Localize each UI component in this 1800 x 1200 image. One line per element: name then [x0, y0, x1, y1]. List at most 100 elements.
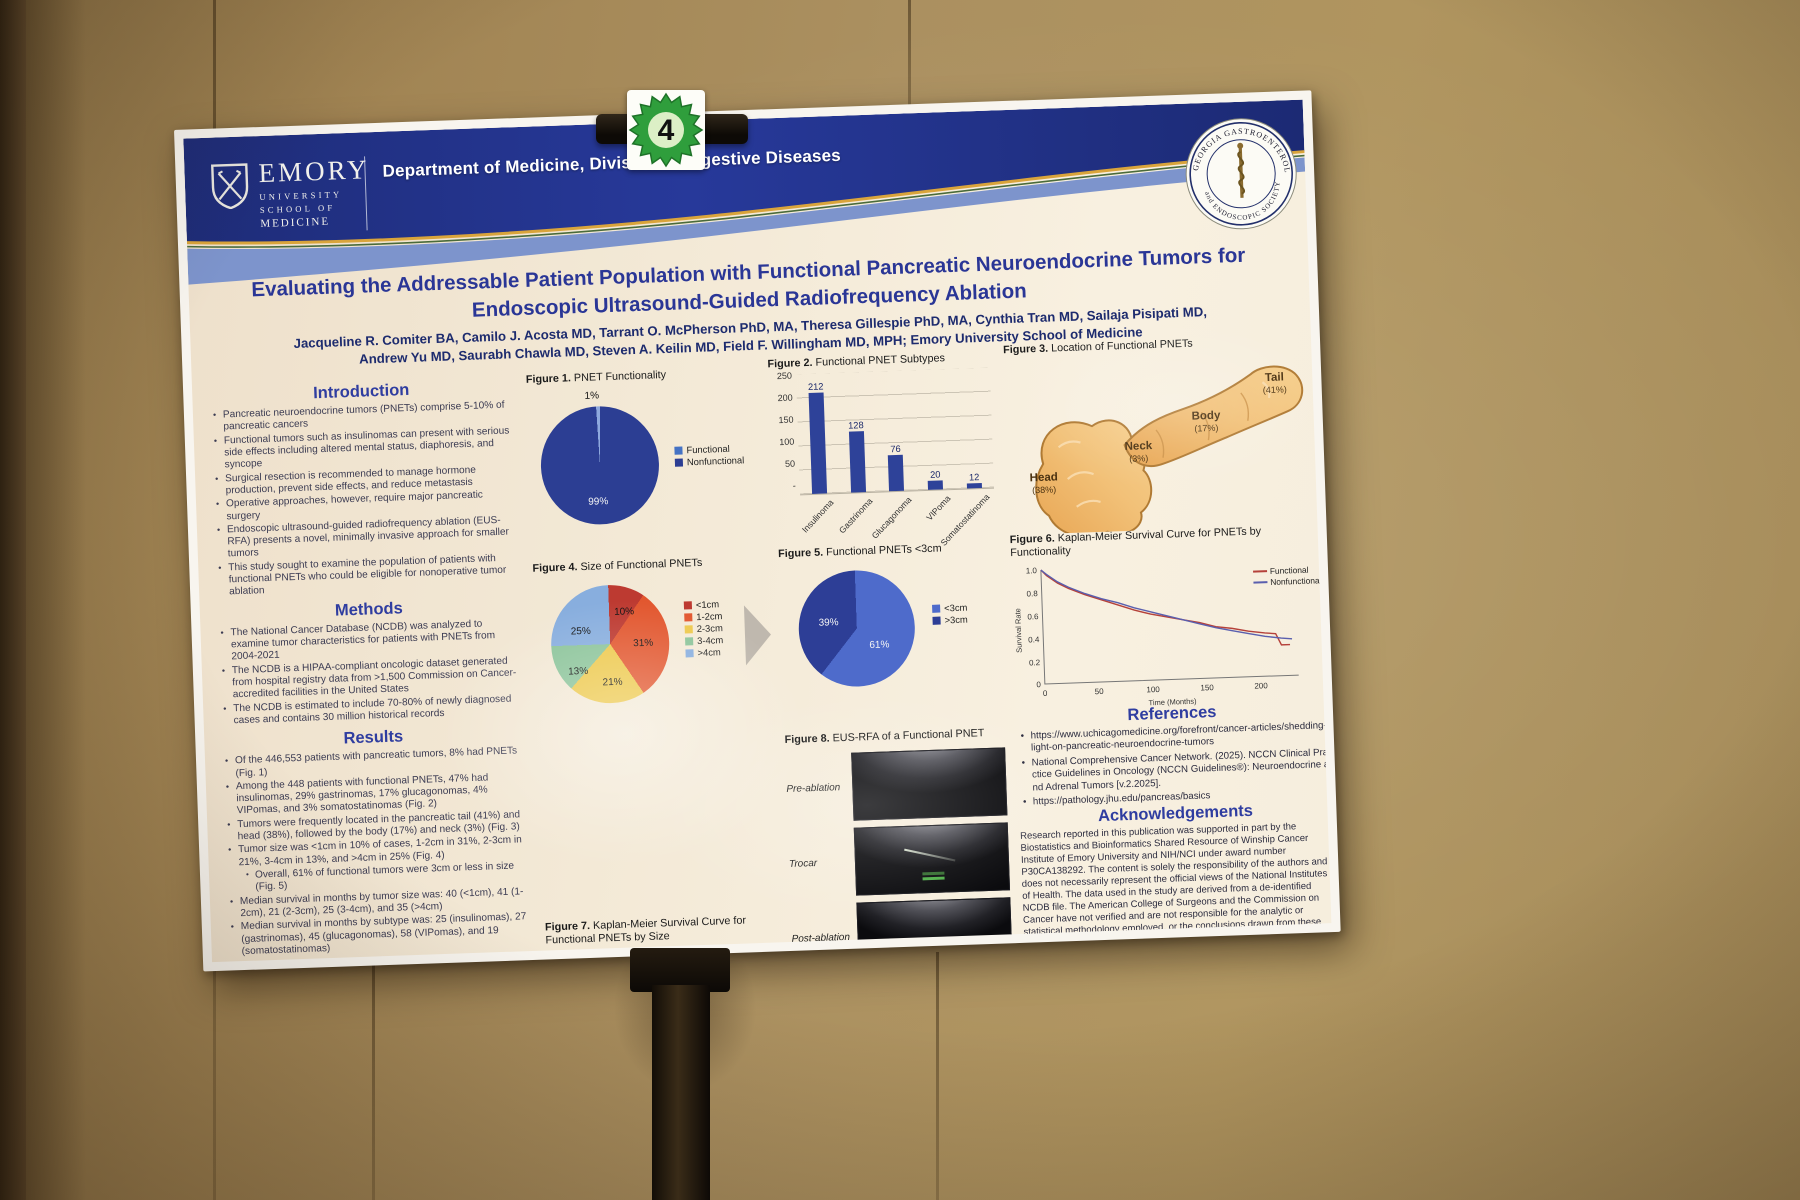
figure-3: Figure 3. Location of Functional PNETs [1002, 333, 1321, 539]
figure-2: Figure 2. Functional PNET Subtypes 250 2… [767, 350, 1009, 548]
legend-swatch [685, 649, 694, 658]
bar-vipoma [927, 480, 944, 491]
y-tick: 150 [778, 415, 794, 426]
x-category: VIPoma [924, 493, 953, 523]
legend-label: 2-3cm [696, 622, 723, 635]
figure-4-legend: <1cm 1-2cm 2-3cm 3-4cm >4cm [683, 598, 724, 660]
figure-4: Figure 4. Size of Functional PNETs 10% 3… [532, 555, 769, 716]
region-label-body: Body (17%) [1191, 406, 1221, 434]
society-seal: GEORGIA GASTROENTEROLOGIC and ENDOSCOPIC… [1181, 114, 1297, 230]
legend-swatch [932, 604, 941, 613]
figure-3-label: Figure 3. [1002, 342, 1049, 357]
legend-item: 2-3cm [684, 622, 723, 635]
starburst-icon: 4 [628, 92, 704, 168]
figure-4-label: Figure 4. [532, 561, 578, 575]
legend-label: >3cm [944, 614, 968, 626]
wall-seam [908, 0, 911, 140]
figure-2-caption-text: Functional PNET Subtypes [812, 352, 946, 369]
legend-label: >4cm [697, 646, 721, 659]
emory-sub2: SCHOOL OF [259, 202, 336, 216]
figure-7-caption-text: Kaplan-Meier Survival Curve for [589, 914, 747, 932]
figure-7-label: Figure 7. [544, 919, 591, 934]
pancreas-diagram: Head (38%) Neck (3%) Body (17%) Tail (41%) [1003, 347, 1321, 539]
km-chart-functionality: 1.0 0.8 0.6 0.4 0.2 0 0 50 100 150 200 T… [1013, 566, 1299, 707]
legend-line-nonfunctional [1253, 581, 1268, 584]
panel-label-trocar: Trocar [788, 857, 818, 870]
badge-number: 4 [658, 114, 675, 147]
panel-label-post-ablation: Post-ablation [791, 931, 851, 945]
y-tick: 0.4 [1028, 635, 1040, 644]
bar-group-gastrinoma: 128 [837, 372, 875, 494]
region-name: Tail [1264, 371, 1285, 385]
slice-label: 31% [633, 638, 654, 650]
region-pct: (17%) [1194, 422, 1219, 434]
legend-label: Functional [686, 443, 730, 456]
reference-list: https://www.uchicagomedicine.org/forefro… [1016, 720, 1331, 809]
panel-label-pre-ablation: Pre-ablation [786, 782, 841, 796]
region-label-tail: Tail (41%) [1262, 368, 1287, 396]
km-line-functional [1040, 569, 1291, 646]
y-tick: 100 [779, 437, 795, 448]
slice-label-61: 61% [869, 639, 890, 652]
km-line-nonfunctional [1040, 569, 1293, 640]
legend-swatch [684, 613, 693, 622]
x-category: Gastrinoma [836, 496, 875, 536]
legend-label: Nonfunctional [686, 454, 745, 468]
slice-label: 21% [602, 677, 623, 689]
legend-item: <1cm [683, 599, 722, 611]
legend-label: 1-2cm [696, 610, 723, 623]
bar-insulinoma [808, 392, 827, 495]
legend-item: 3-4cm [685, 635, 723, 647]
figure-6-label: Figure 6. [1009, 532, 1056, 547]
figure-2-label: Figure 2. [767, 356, 813, 371]
figure-8-caption-text: EUS-RFA of a Functional PNET [829, 727, 985, 745]
legend-label: Functional [1269, 564, 1309, 577]
figure-8-label: Figure 8. [784, 732, 830, 747]
x-category: Insulinoma [799, 497, 836, 536]
ultrasound-row-trocar: Trocar [788, 822, 1022, 898]
emory-shield-icon [211, 163, 249, 210]
emory-sub1: UNIVERSITY [259, 189, 343, 203]
figure-6-legend: Functional Nonfunctional [1252, 563, 1322, 588]
figure-5-legend: <3cm >3cm [932, 601, 968, 627]
pie-chart-pnet-functionality [538, 404, 662, 527]
bar-gastrinoma [848, 431, 866, 494]
poster-body: EMORY UNIVERSITY SCHOOL OF MEDICINE Depa… [183, 99, 1332, 963]
figure-6: Figure 6. Kaplan-Meier Survival Curve fo… [1010, 523, 1328, 717]
region-name: Body [1191, 410, 1221, 424]
references-section: References https://www.uchicagomedicine.… [1016, 699, 1331, 811]
ultrasound-row-pre: Pre-ablation [785, 747, 1019, 823]
bar-value: 212 [807, 381, 824, 392]
bar-value: 12 [968, 471, 980, 483]
legend-item: Nonfunctional [1253, 575, 1322, 587]
y-tick: 0.6 [1027, 612, 1039, 621]
acknowledgements-section: Acknowledgements Research reported in th… [1019, 799, 1331, 950]
y-tick: 1.0 [557, 952, 569, 961]
region-name: Head [1029, 471, 1059, 485]
bar-chart-x-axis: Insulinoma Gastrinoma Glucagonoma VIPoma… [799, 490, 996, 548]
slice-label-39: 39% [818, 617, 839, 630]
introduction-bullets: Pancreatic neuroendocrine tumors (PNETs)… [209, 399, 521, 599]
legend-swatch [683, 601, 693, 610]
region-label-head: Head (38%) [1029, 468, 1058, 496]
legend-item: >4cm [685, 647, 723, 659]
y-axis-label: Survival Rate [1013, 608, 1024, 653]
ultrasound-row-post: Post-ablation [790, 897, 1024, 963]
bar-group-somatostatinoma: 12 [953, 368, 991, 490]
green-annotation [918, 944, 941, 948]
region-pct: (41%) [1262, 384, 1287, 396]
figure-1-legend: Functional Nonfunctional [674, 442, 744, 469]
poster-header: EMORY UNIVERSITY SCHOOL OF MEDICINE Depa… [183, 99, 1308, 291]
figure-6-caption-line2: Functionality [1010, 545, 1072, 560]
legend-label: Nonfunctional [1270, 575, 1322, 588]
bar-value: 76 [890, 443, 901, 455]
y-tick: 1.0 [1026, 566, 1038, 575]
y-tick: 200 [777, 393, 793, 404]
pie-chart-under-3cm [796, 568, 917, 689]
bullet: Tumor size was <1cm in 10% of cases, 1-2… [238, 834, 532, 894]
legend-label: <3cm [943, 602, 968, 614]
figure-1-label: Figure 1. [525, 372, 572, 386]
pie-label-functional: 1% [584, 390, 600, 403]
legend-label: 3-4cm [696, 634, 724, 647]
emory-wordmark: EMORY UNIVERSITY SCHOOL OF MEDICINE [258, 154, 371, 230]
